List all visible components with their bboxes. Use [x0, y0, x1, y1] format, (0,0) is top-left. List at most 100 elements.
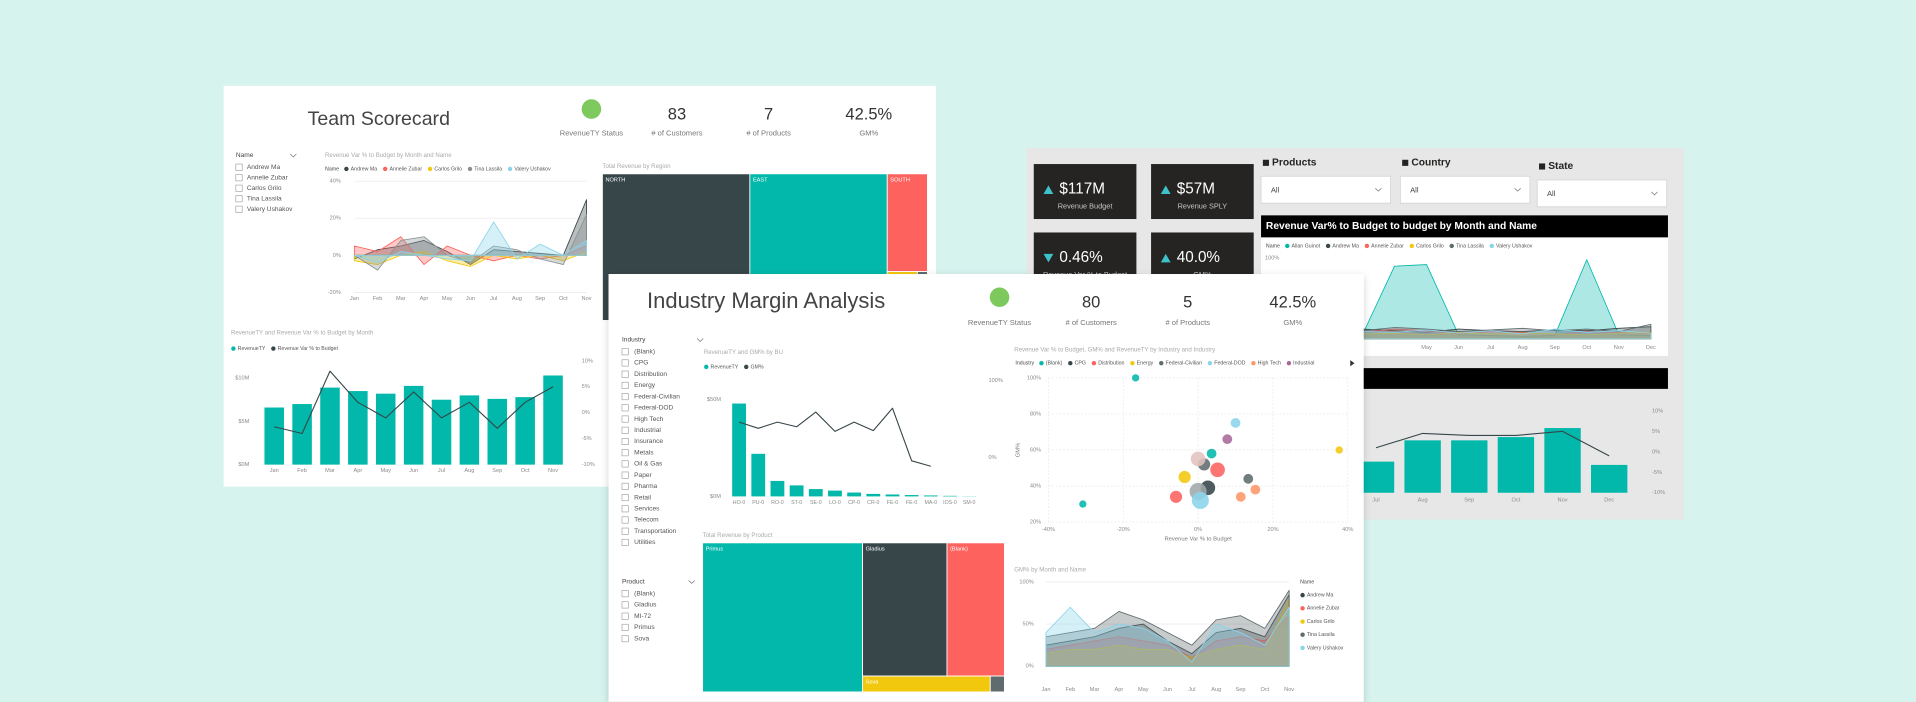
slicer-checkbox[interactable] — [235, 163, 243, 171]
slicer-checkbox[interactable] — [621, 348, 629, 356]
legend-label: Tina Lassila — [474, 166, 502, 172]
slicer-checkbox[interactable] — [621, 623, 629, 631]
slicer-checkbox[interactable] — [621, 471, 629, 479]
dropdown[interactable] — [1536, 179, 1668, 208]
slicer-checkbox[interactable] — [621, 516, 629, 524]
legend-marker — [704, 364, 709, 370]
x-tick-label: ST-0 — [791, 500, 802, 506]
slicer-checkbox[interactable] — [621, 359, 629, 367]
kpi-value: 5 — [1183, 294, 1192, 312]
dropdown[interactable] — [1260, 175, 1391, 204]
slicer-item: (Blank) — [634, 348, 655, 355]
y-tick-label: $0M — [710, 494, 721, 500]
x-tick-label: Oct — [1582, 345, 1591, 351]
slicer-checkbox[interactable] — [621, 381, 629, 389]
y-tick-label: 5% — [1652, 429, 1660, 435]
dropdown[interactable] — [1399, 175, 1531, 204]
bar — [264, 407, 284, 465]
slicer-checkbox[interactable] — [235, 174, 243, 182]
bar — [847, 492, 862, 497]
legend-label: High Tech — [1258, 361, 1281, 367]
slicer-checkbox[interactable] — [621, 404, 629, 412]
x-tick-label: Sep — [1236, 687, 1246, 693]
slicer-checkbox[interactable] — [621, 370, 629, 378]
slicer-checkbox[interactable] — [621, 635, 629, 643]
slicer-checkbox[interactable] — [621, 612, 629, 620]
x-tick-label: -40% — [1042, 527, 1055, 533]
y-tick-label: 20% — [330, 216, 341, 222]
slicer-checkbox[interactable] — [621, 460, 629, 468]
bubble — [1230, 418, 1241, 428]
y-tick-label: 5% — [582, 384, 590, 390]
legend-marker — [427, 166, 433, 172]
chart-title: Revenue Var% to Budget to budget by Mont… — [1266, 221, 1537, 232]
y-tick-label: 0% — [1652, 449, 1660, 455]
kpi-value: $57M — [1177, 181, 1215, 198]
slicer-checkbox[interactable] — [621, 393, 629, 401]
x-tick-label: SM-0 — [963, 500, 976, 506]
legend-label: GM% — [751, 364, 764, 370]
trend-arrow — [1043, 253, 1054, 263]
area-series — [353, 214, 587, 271]
slicer-checkbox[interactable] — [235, 184, 243, 192]
y-tick-label: 40% — [1030, 484, 1041, 490]
slicer-checkbox[interactable] — [621, 482, 629, 490]
x-tick-label: IOS-0 — [943, 500, 957, 506]
slicer-item: Valery Ushakov — [247, 206, 293, 213]
slicer-checkbox[interactable] — [621, 426, 629, 434]
x-tick-label: SE-0 — [810, 500, 822, 506]
slicer-item: Carlos Grilo — [247, 185, 282, 192]
bar — [320, 387, 340, 465]
legend-label: Industrial — [1293, 361, 1314, 367]
bar — [1404, 440, 1441, 493]
x-tick-label: FE-0 — [887, 500, 898, 506]
chevron — [696, 338, 704, 342]
slicer-checkbox[interactable] — [235, 195, 243, 203]
chart-title: Total Revenue by Region — [602, 163, 670, 170]
area-series — [353, 221, 587, 264]
slicer-checkbox[interactable] — [235, 205, 243, 213]
legend-label: (Blank) — [1046, 361, 1063, 367]
area-series — [1362, 323, 1652, 340]
legend-scroll-arrow[interactable] — [1350, 360, 1355, 367]
x-tick-label: LO-0 — [829, 500, 841, 506]
x-tick-label: Feb — [297, 468, 307, 474]
kpi-value: 80 — [1082, 294, 1100, 312]
status-indicator — [989, 287, 1010, 308]
slicer-checkbox[interactable] — [621, 449, 629, 457]
slicer-checkbox[interactable] — [621, 590, 629, 598]
slicer-checkbox[interactable] — [621, 538, 629, 546]
bar — [828, 490, 842, 497]
dropdown-value: All — [1547, 189, 1556, 198]
slicer-checkbox[interactable] — [621, 494, 629, 502]
legend-label: Distribution — [1098, 361, 1124, 367]
slicer-checkbox[interactable] — [621, 437, 629, 445]
dropdown-title: Country — [1411, 158, 1451, 169]
bar — [431, 399, 452, 465]
slicer-checkbox[interactable] — [621, 601, 629, 609]
bar — [943, 495, 957, 497]
bubble — [1169, 490, 1183, 503]
x-tick-label: CP-0 — [848, 500, 860, 506]
y-tick-label: 0% — [582, 410, 590, 416]
x-tick-label: Jul — [1372, 498, 1379, 504]
legend-marker — [344, 166, 349, 172]
slicer-item: CPG — [634, 360, 648, 367]
slicer-item: Tina Lassila — [247, 195, 282, 202]
slicer-checkbox[interactable] — [621, 505, 629, 513]
legend-marker — [382, 166, 388, 172]
x-tick-label: CR-0 — [867, 500, 879, 506]
slicer-checkbox[interactable] — [621, 415, 629, 423]
dropdown-icon — [1262, 159, 1269, 166]
x-tick-label: PU-0 — [752, 500, 764, 506]
legend-marker — [1068, 361, 1073, 366]
x-tick-label: May — [442, 296, 453, 302]
slicer-item: Transportation — [634, 528, 677, 535]
y-tick-label: $5M — [238, 419, 249, 425]
y-tick-label: $10M — [235, 376, 249, 382]
x-tick-label: Dec — [1646, 345, 1656, 351]
slicer-item: Distribution — [634, 371, 667, 378]
x-tick-label: Sep — [1550, 345, 1560, 351]
slicer-item: Gladius — [634, 602, 657, 609]
slicer-checkbox[interactable] — [621, 527, 629, 535]
